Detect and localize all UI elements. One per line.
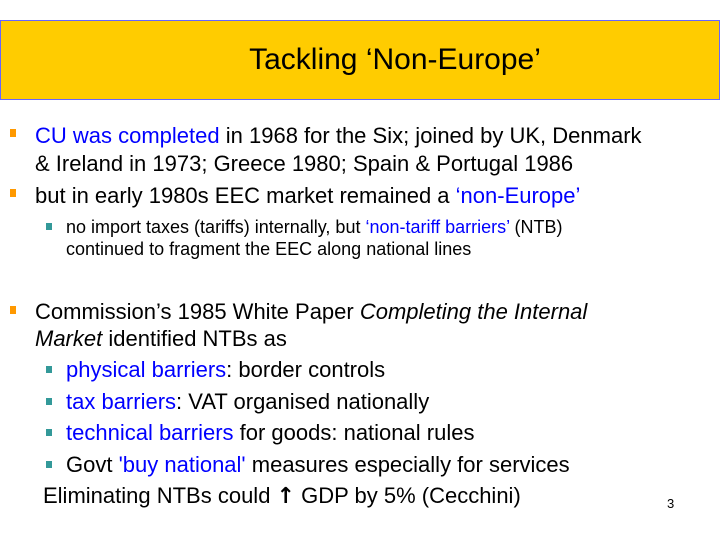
bullet-text: but in early 1980s EEC market remained a [35, 183, 456, 208]
bullet-3: Commission’s 1985 White Paper Completing… [35, 299, 587, 325]
page-number: 3 [667, 496, 675, 511]
sub-bullet-ntb-line-2: continued to fragment the EEC along nati… [66, 239, 472, 259]
highlight-text: physical barriers [66, 357, 227, 382]
bullet-text: identified NTBs as [102, 326, 287, 351]
bullet-text: for goods: national rules [233, 420, 475, 445]
bullet-1-line-2: & Ireland in 1973; Greece 1980; Spain & … [35, 151, 574, 176]
sub-bullet-marker [46, 366, 52, 373]
sub-bullet-marker [46, 429, 52, 436]
title-bar [0, 20, 720, 100]
bullet-text: no import taxes (tariffs) internally, bu… [66, 217, 366, 237]
bullet-text: measures especially for services [245, 452, 570, 477]
bullet-text: : border controls [226, 357, 386, 382]
up-arrow-icon: ↑ [276, 484, 295, 509]
slide-title: Tackling ‘Non-Europe’ [249, 43, 541, 76]
sub-bullet-marker [46, 398, 52, 405]
conclusion-line: Eliminating NTBs could ↑ GDP by 5% (Cecc… [43, 483, 521, 509]
highlight-text: ‘non-Europe’ [455, 183, 581, 208]
sub-bullet-ntb: no import taxes (tariffs) internally, bu… [66, 217, 563, 238]
italic-title: Market [35, 326, 103, 351]
highlight-text: ‘non-tariff barriers’ [365, 217, 510, 237]
bullet-text: (NTB) [509, 217, 563, 237]
bullet-text: Eliminating NTBs could [43, 483, 277, 508]
highlight-text: tax barriers [66, 389, 177, 414]
bullet-text: Govt [66, 452, 119, 477]
bullet-text: GDP by 5% (Cecchini) [294, 483, 521, 508]
bullet-text: in 1968 for the Six; joined by UK, Denma… [219, 123, 642, 148]
italic-title: Completing the Internal [359, 299, 588, 324]
sub-bullet-physical: physical barriers: border controls [66, 357, 385, 383]
highlight-text: technical barriers [66, 420, 234, 445]
bullet-2: but in early 1980s EEC market remained a… [35, 183, 580, 209]
bullet-marker [10, 129, 16, 137]
sub-bullet-tax: tax barriers: VAT organised nationally [66, 389, 429, 415]
sub-bullet-marker [46, 461, 52, 468]
highlight-text: CU was completed [35, 123, 220, 148]
bullet-marker [10, 189, 16, 197]
sub-bullet-buy-national: Govt 'buy national' measures especially … [66, 452, 570, 478]
bullet-1: CU was completed in 1968 for the Six; jo… [35, 123, 642, 149]
sub-bullet-technical: technical barriers for goods: national r… [66, 420, 474, 446]
highlight-text: 'buy national' [118, 452, 246, 477]
sub-bullet-marker [46, 223, 52, 230]
bullet-text: Commission’s 1985 White Paper [35, 299, 360, 324]
bullet-text: : VAT organised nationally [176, 389, 430, 414]
bullet-3-line-2: Market identified NTBs as [35, 326, 287, 352]
bullet-marker [10, 306, 16, 314]
